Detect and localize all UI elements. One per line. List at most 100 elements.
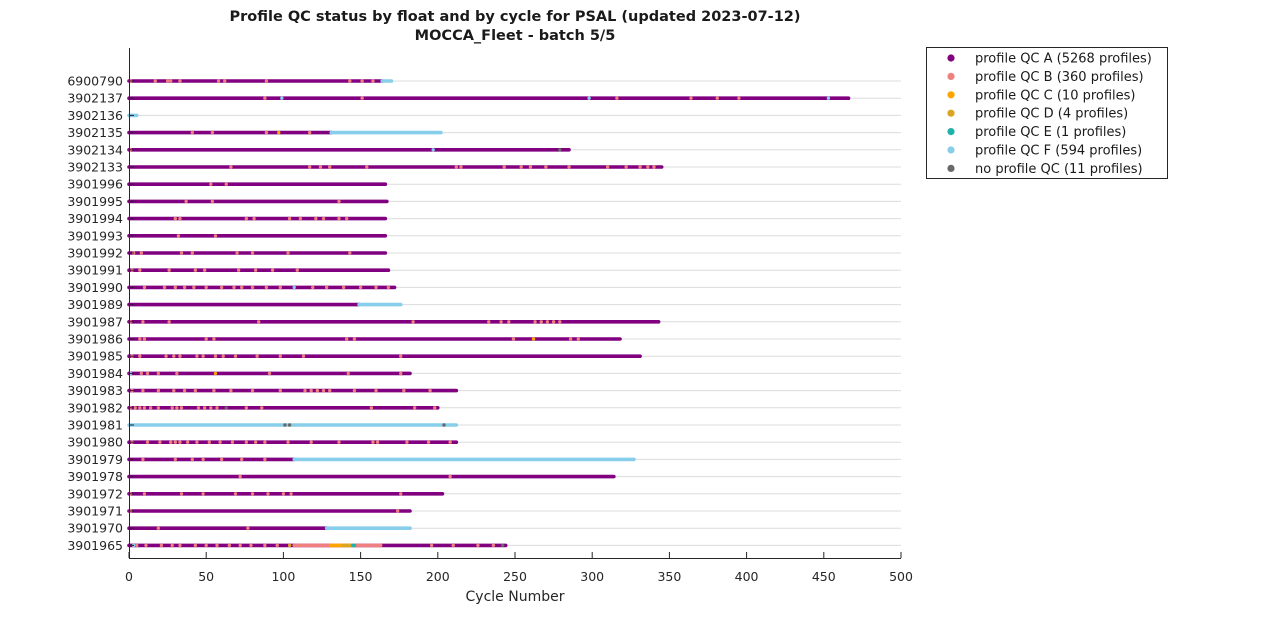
qc-point-B [204, 337, 208, 341]
qc-point-B [324, 285, 329, 290]
qc-point-B [244, 406, 249, 410]
qc-point-B [256, 320, 261, 324]
qc-point-B [295, 268, 299, 272]
qc-point-B [236, 268, 241, 272]
qc-point-B [233, 354, 238, 358]
qc-point-B [395, 509, 400, 513]
qc-point-B [195, 440, 199, 444]
float-row [127, 285, 397, 290]
float-row [127, 491, 445, 496]
legend-marker-F [947, 146, 955, 154]
qc-point-B [507, 320, 511, 324]
qc-point-B [533, 320, 537, 324]
qc-point-B [275, 543, 279, 548]
qc-point-B [204, 285, 208, 290]
qc-point-B [135, 543, 139, 548]
qc-point-B [193, 388, 198, 393]
float-row [127, 423, 459, 427]
legend-marker-N [947, 164, 955, 172]
qc-point-F [826, 96, 831, 100]
qc-point-B [402, 388, 406, 393]
qc-point-B [240, 457, 244, 462]
float-row [127, 148, 571, 152]
qc-point-B [207, 440, 211, 444]
qc-point-B [448, 440, 452, 444]
qc-point-B [178, 79, 182, 83]
float-row [127, 509, 412, 513]
qc-point-N [442, 423, 446, 427]
qc-point-B [399, 492, 403, 496]
qc-point-B [309, 388, 313, 393]
qc-point-B [139, 371, 144, 376]
y-tick-label: 3901986 [67, 332, 123, 347]
y-tick-label: 3901987 [67, 314, 123, 329]
float-row [127, 182, 388, 186]
qc-point-B [145, 371, 150, 376]
qc-point-B [263, 440, 267, 444]
qc-point-N [283, 423, 287, 427]
qc-point-B [182, 388, 187, 393]
qc-point-C [277, 130, 281, 135]
qc-point-B [345, 337, 349, 341]
y-tick-label: 3901981 [67, 418, 123, 433]
qc-point-B [689, 96, 693, 100]
qc-point-B [142, 406, 147, 410]
qc-point-B [215, 543, 219, 548]
qc-point-B [311, 285, 315, 290]
qc-point-B [638, 165, 642, 169]
qc-point-B [337, 216, 341, 221]
float-row [127, 337, 622, 341]
float-row [127, 440, 459, 445]
qc-point-B [213, 234, 218, 238]
qc-point-B [178, 543, 182, 548]
float-row [127, 526, 412, 531]
float-row [127, 319, 661, 324]
qc-point-B [172, 388, 176, 393]
x-tick-labels: 0 50 100 150 200 250 300 350 400 450 500 [125, 552, 913, 584]
qc-point-B [201, 457, 205, 462]
qc-point-B [328, 165, 332, 169]
qc-point-B [345, 216, 349, 221]
qc-point-B [298, 216, 303, 221]
qc-point-B [307, 165, 312, 169]
x-tick-label: 500 [889, 569, 913, 584]
qc-point-B [289, 492, 293, 496]
y-tick-label: 3901993 [67, 228, 123, 243]
qc-point-B [337, 199, 341, 204]
qc-point-B [386, 285, 391, 290]
qc-point-B [287, 216, 292, 221]
qc-point-B [301, 354, 306, 358]
qc-point-B [142, 337, 147, 341]
qc-point-B [286, 251, 290, 255]
qc-point-B [502, 165, 506, 169]
qc-point-B [165, 79, 170, 83]
y-tick-label: 3901971 [67, 504, 123, 519]
qc-point-B [399, 371, 403, 376]
qc-point-B [263, 543, 267, 548]
y-tick-label: 3901982 [67, 400, 123, 415]
y-tick-label: 3901979 [67, 452, 123, 467]
qc-point-B [412, 406, 417, 410]
qc-point-B [476, 543, 480, 548]
qc-point-B [374, 388, 378, 393]
qc-point-B [337, 440, 341, 444]
float-row [127, 96, 851, 100]
qc-point-B [156, 406, 161, 410]
qc-point-B [167, 268, 171, 272]
y-tick-label: 3901996 [67, 177, 123, 192]
qc-point-N [500, 543, 505, 548]
qc-point-B [156, 526, 161, 530]
y-tick-label: 3901983 [67, 383, 123, 398]
qc-point-B [193, 268, 198, 272]
qc-point-B [264, 130, 269, 135]
qc-point-B [196, 406, 201, 410]
qc-point-B [558, 320, 562, 324]
qc-point-B [567, 165, 571, 169]
qc-point-B [371, 79, 375, 83]
qc-point-B [429, 543, 434, 548]
qc-point-B [233, 492, 238, 496]
qc-point-B [182, 285, 187, 290]
plot-area [127, 79, 851, 548]
qc-point-B [238, 543, 242, 548]
qc-point-B [190, 457, 195, 462]
